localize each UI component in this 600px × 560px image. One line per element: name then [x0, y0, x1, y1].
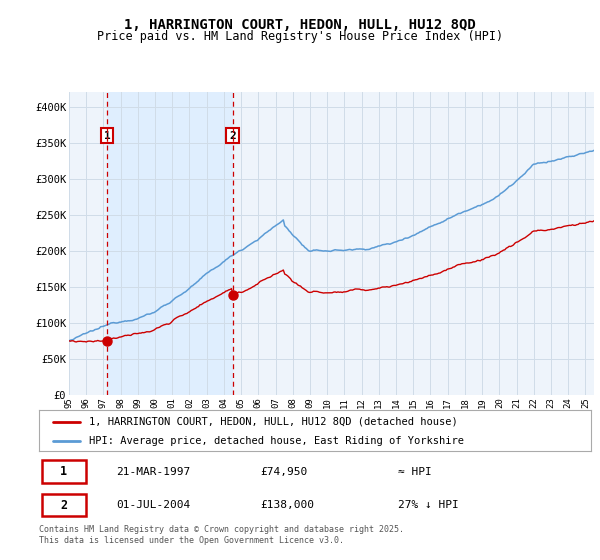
FancyBboxPatch shape	[42, 494, 86, 516]
Text: 2: 2	[229, 130, 236, 141]
Text: ≈ HPI: ≈ HPI	[398, 466, 431, 477]
Text: £138,000: £138,000	[260, 500, 314, 510]
Text: 1: 1	[60, 465, 67, 478]
Text: 1, HARRINGTON COURT, HEDON, HULL, HU12 8QD: 1, HARRINGTON COURT, HEDON, HULL, HU12 8…	[124, 18, 476, 32]
Text: HPI: Average price, detached house, East Riding of Yorkshire: HPI: Average price, detached house, East…	[89, 436, 464, 446]
Text: £74,950: £74,950	[260, 466, 307, 477]
Bar	[107, 92, 233, 395]
Text: Price paid vs. HM Land Registry's House Price Index (HPI): Price paid vs. HM Land Registry's House …	[97, 30, 503, 43]
Text: 2: 2	[60, 498, 67, 512]
Text: Contains HM Land Registry data © Crown copyright and database right 2025.
This d: Contains HM Land Registry data © Crown c…	[39, 525, 404, 545]
Text: 01-JUL-2004: 01-JUL-2004	[116, 500, 191, 510]
FancyBboxPatch shape	[42, 460, 86, 483]
Text: 1, HARRINGTON COURT, HEDON, HULL, HU12 8QD (detached house): 1, HARRINGTON COURT, HEDON, HULL, HU12 8…	[89, 417, 457, 427]
Text: 1: 1	[104, 130, 110, 141]
Text: 27% ↓ HPI: 27% ↓ HPI	[398, 500, 458, 510]
Text: 21-MAR-1997: 21-MAR-1997	[116, 466, 191, 477]
